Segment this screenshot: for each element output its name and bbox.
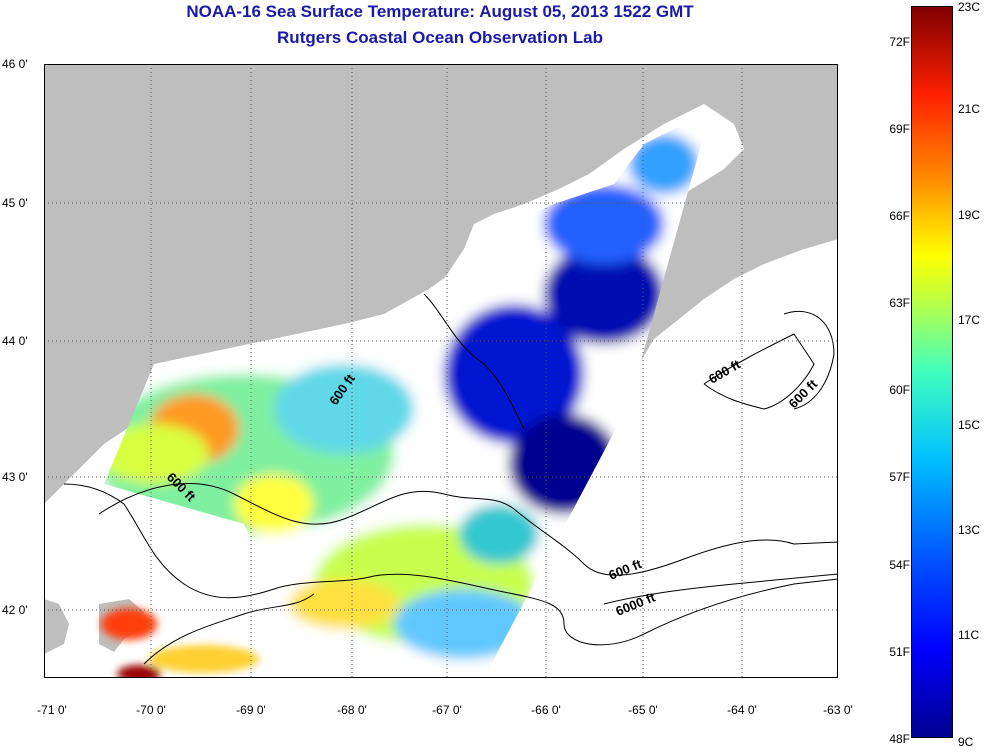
lon-label-67: -67 0': [432, 703, 462, 717]
colorbar-c-label: 11C: [958, 628, 980, 642]
colorbar-c-label: 9C: [958, 735, 974, 749]
lon-label-66: -66 0': [531, 703, 561, 717]
colorbar-f-label: 51F: [889, 645, 910, 659]
colorbar-f-label: 57F: [889, 470, 910, 484]
colorbar-f-label: 72F: [889, 35, 910, 49]
lon-label-70: -70 0': [136, 703, 166, 717]
colorbar-c-label: 13C: [958, 523, 981, 537]
lon-label-71: -71 0': [37, 703, 67, 717]
lat-label-46: 46 0': [2, 57, 28, 71]
colorbar-f-label: 48F: [889, 732, 910, 746]
lon-label-68: -68 0': [337, 703, 367, 717]
lat-label-44: 44 0': [2, 334, 28, 348]
map-frame: [44, 64, 838, 678]
sst-map: 600 ft 600 ft 600 ft 600 ft 600 ft 6000 …: [44, 64, 838, 678]
colorbar-f-label: 54F: [889, 558, 910, 572]
colorbar-c-label: 23C: [958, 0, 981, 14]
colorbar: [911, 6, 953, 738]
lon-label-69: -69 0': [236, 703, 266, 717]
lon-label-65: -65 0': [628, 703, 658, 717]
colorbar-f-label: 63F: [889, 296, 910, 310]
colorbar-c-label: 15C: [958, 418, 981, 432]
title-line-2: Rutgers Coastal Ocean Observation Lab: [277, 28, 603, 47]
depth-contours: [63, 293, 838, 665]
colorbar-f-label: 60F: [889, 383, 910, 397]
lat-label-42: 42 0': [2, 603, 28, 617]
colorbar-c-label: 19C: [958, 208, 981, 222]
colorbar-c-label: 17C: [958, 313, 981, 327]
warm-patches: [101, 608, 259, 678]
colorbar-c-label: 21C: [958, 102, 981, 116]
lon-label-63: -63 0': [823, 703, 853, 717]
colorbar-f-label: 69F: [889, 122, 910, 136]
title-line-1: NOAA-16 Sea Surface Temperature: August …: [186, 2, 694, 21]
lat-label-45: 45 0': [2, 196, 28, 210]
lat-label-43: 43 0': [2, 470, 28, 484]
colorbar-f-label: 66F: [889, 209, 910, 223]
graticule: [44, 64, 838, 678]
lon-label-64: -64 0': [727, 703, 757, 717]
